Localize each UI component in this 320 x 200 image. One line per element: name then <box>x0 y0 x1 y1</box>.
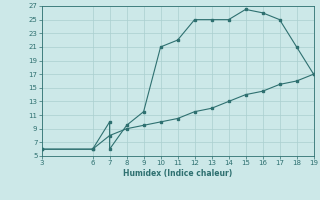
X-axis label: Humidex (Indice chaleur): Humidex (Indice chaleur) <box>123 169 232 178</box>
